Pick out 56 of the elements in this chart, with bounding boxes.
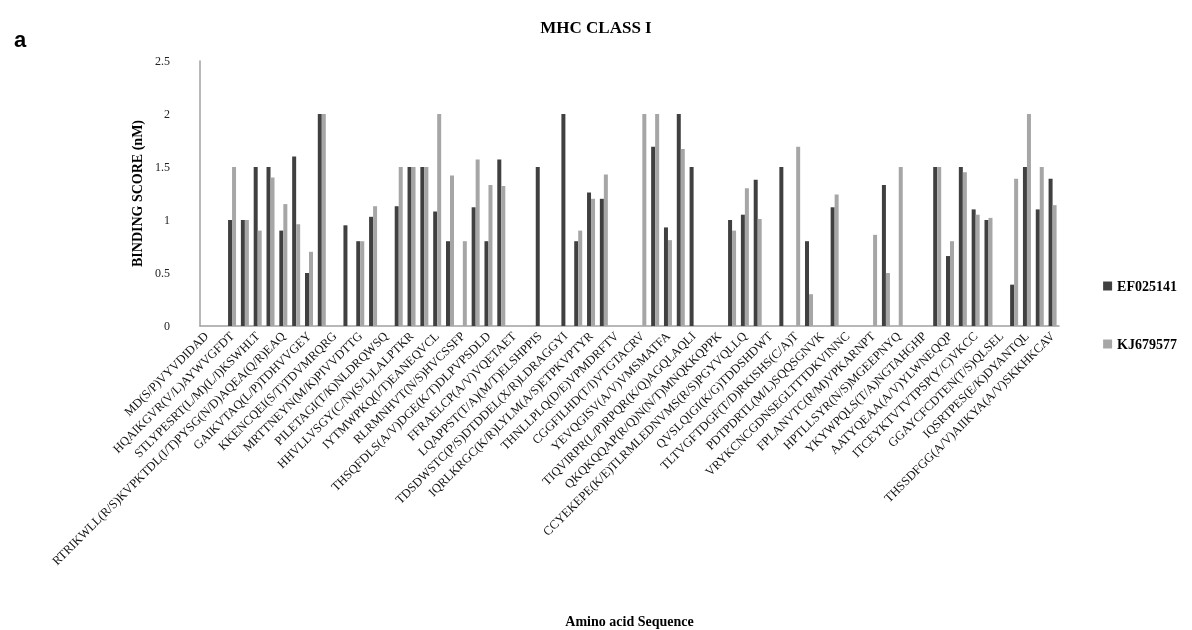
bar [446,241,451,326]
bar [728,220,733,326]
bar [1035,209,1040,326]
bar [740,214,745,326]
bar [689,167,694,326]
y-tick-label: 2 [164,107,170,121]
y-tick-label: 1 [164,213,170,227]
y-tick-label: 0.5 [155,266,170,280]
x-axis-title: Amino acid Sequence [565,613,694,629]
text: a [14,26,27,52]
y-tick-label: 2.5 [155,54,170,68]
bar [497,159,502,326]
y-tick-label: 1.5 [155,160,170,174]
bar [356,241,361,326]
bar [343,225,348,326]
bar [304,273,309,326]
bar [753,179,758,326]
bar [651,146,656,326]
bar [971,209,976,326]
chart-title: MHC CLASS I [540,18,653,37]
bar [394,206,399,326]
bar [599,198,604,326]
bar [933,167,938,326]
bar [830,207,835,326]
legend-label: KJ679577 [1117,336,1177,352]
bar [946,256,951,326]
bar [535,167,540,326]
bar [228,220,233,326]
bar [958,167,963,326]
bar [587,192,592,326]
y-tick-label: 0 [164,319,170,333]
bar [676,114,681,326]
bar [433,211,438,326]
bar [317,114,322,326]
bar [369,216,374,326]
bar [779,167,784,326]
bar [471,207,476,326]
bar [420,167,425,326]
bar [1010,284,1015,326]
legend-label: EF025141 [1117,278,1177,294]
bar [292,156,297,326]
bar [984,220,989,326]
bar [804,241,809,326]
bar [663,227,668,326]
y-axis-title: BINDING SCORE (nM) [129,119,146,268]
bar [266,167,271,326]
bar [881,185,886,326]
bar [484,241,489,326]
bar [574,241,579,326]
bar [561,114,566,326]
bar [279,230,284,326]
bar [253,167,258,326]
bar [1048,178,1053,326]
bar [1022,167,1027,326]
bar [240,220,245,326]
bar [407,167,412,326]
